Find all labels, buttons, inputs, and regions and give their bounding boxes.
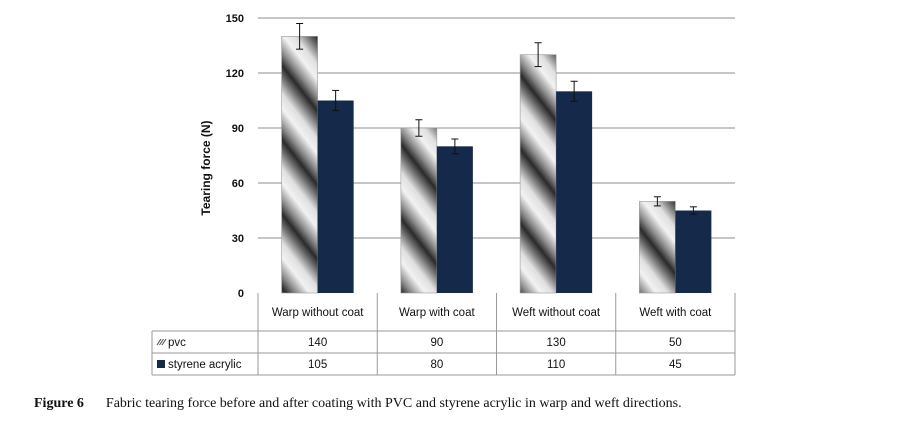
error-bars	[296, 23, 697, 215]
y-tick-label: 0	[238, 288, 244, 300]
y-axis-ticks: 0 30 60 90 120 150	[226, 13, 244, 300]
bar-pvc	[281, 36, 318, 294]
bar-styrene-acrylic	[675, 210, 712, 293]
y-tick-label: 150	[226, 13, 244, 25]
bar-pvc	[400, 127, 438, 294]
error-bar	[296, 23, 304, 50]
category-label: Weft with coat	[639, 307, 712, 319]
category-label: Weft without coat	[512, 307, 601, 319]
row-label: styrene acrylic	[168, 359, 242, 371]
legend-key-styrene-acrylic	[157, 360, 165, 368]
bar-styrene-acrylic	[556, 91, 593, 293]
data-table: Warp without coat Warp with coat Weft with…	[151, 293, 736, 376]
table-cell: 110	[547, 359, 565, 371]
table-cell: 130	[547, 337, 566, 349]
error-bar	[332, 89, 340, 112]
legend-key-stripe	[161, 338, 167, 346]
y-tick-label: 120	[226, 68, 244, 80]
row-label: pvc	[168, 337, 186, 349]
table-cell: 80	[430, 359, 443, 371]
table-cell: 140	[308, 337, 327, 349]
figure-caption: Figure 6 Fabric tearing force before and …	[34, 396, 682, 412]
category-label: Warp with coat	[399, 307, 475, 319]
category-label-line: Warp with coat	[399, 307, 475, 319]
bar-pvc	[519, 54, 557, 294]
figure-number: Figure 6	[34, 396, 84, 411]
chart: 0 30 60 90 120 150 Tearing force (N) Warp wit…	[151, 13, 736, 376]
error-bar	[415, 119, 423, 137]
error-bar	[570, 80, 578, 102]
category-label: Warp without coat	[272, 307, 364, 319]
error-bar	[689, 206, 697, 215]
category-label-line: Warp without coat	[272, 307, 364, 319]
bar-styrene-acrylic	[317, 100, 354, 293]
category-label-line: Weft with coat	[639, 307, 712, 319]
table-cell: 50	[669, 337, 682, 349]
error-bar	[653, 196, 661, 207]
error-bar	[534, 42, 542, 68]
y-tick-label: 30	[232, 233, 244, 245]
table-cell: 105	[308, 359, 327, 371]
bars	[281, 36, 712, 294]
y-tick-label: 90	[232, 123, 244, 135]
table-cell: 90	[430, 337, 443, 349]
y-axis-label: Tearing force (N)	[199, 120, 213, 215]
legend-key-stripe	[156, 338, 162, 346]
caption-text: Fabric tearing force before and after co…	[105, 396, 682, 411]
bar-pvc	[639, 201, 676, 294]
table-cell: 45	[669, 359, 682, 371]
legend-key-pvc	[156, 338, 167, 346]
y-tick-label: 60	[232, 178, 244, 190]
error-bar	[451, 138, 459, 155]
bar-styrene-acrylic	[436, 146, 473, 293]
legend-key-stripe	[159, 338, 164, 346]
category-label-line: Weft without coat	[512, 307, 601, 319]
